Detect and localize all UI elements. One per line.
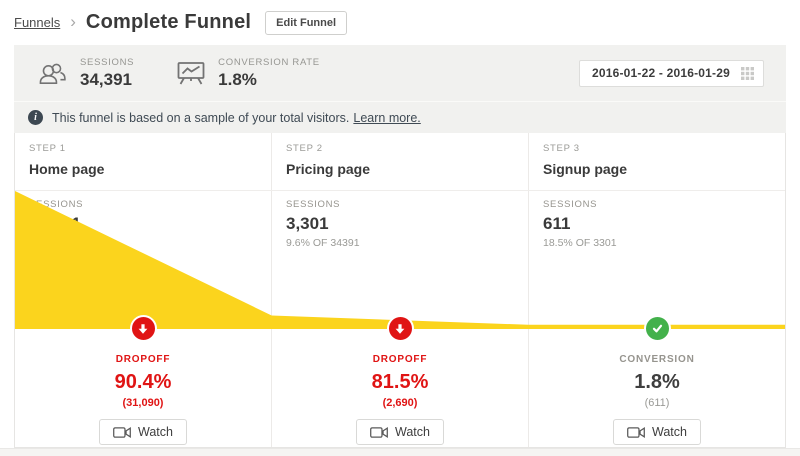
info-icon: i	[28, 110, 43, 125]
conversion-check-icon	[643, 315, 671, 342]
date-range-picker[interactable]: 2016-01-22 - 2016-01-29	[578, 59, 764, 87]
step-name: Pricing page	[286, 161, 371, 177]
outcome-count: (31,090)	[122, 397, 164, 409]
sessions-label: SESSIONS	[29, 199, 84, 210]
outcome-count: (611)	[644, 397, 670, 409]
outcome-count: (2,690)	[382, 397, 418, 409]
sessions-people-icon	[36, 60, 68, 86]
funnel-area-shape	[15, 191, 785, 329]
step-name: Signup page	[543, 161, 627, 177]
page-bottom-strip	[0, 448, 800, 456]
conversion-rate-value: 1.8%	[218, 69, 257, 89]
dropoff-arrow-icon	[129, 315, 157, 342]
outcome-cell-1: DROPOFF 90.4% (31,090) Watch	[15, 315, 271, 447]
funnel-chart: SESSIONS 34,391 SESSIONS 3,301 9.6% OF 3…	[15, 191, 785, 329]
watch-button[interactable]: Watch	[613, 419, 701, 445]
page-title: Complete Funnel	[85, 11, 252, 33]
outcome-label: DROPOFF	[372, 354, 428, 365]
video-camera-icon	[113, 426, 131, 438]
outcome-label: DROPOFF	[115, 354, 171, 365]
top-bar: Funnels › Complete Funnel Edit Funnel	[0, 0, 800, 45]
sessions-value: 611	[543, 214, 571, 233]
step-number-label: STEP 1	[29, 143, 66, 154]
sample-notice-bar: i This funnel is based on a sample of yo…	[14, 101, 786, 133]
sessions-block-3: SESSIONS 611 18.5% OF 3301	[528, 191, 785, 329]
calendar-icon	[740, 66, 755, 81]
watch-button-label: Watch	[652, 425, 687, 439]
outcome-percentage: 90.4%	[114, 371, 172, 393]
sessions-share: 18.5% OF 3301	[543, 237, 617, 249]
outcome-cell-3: CONVERSION 1.8% (611) Watch	[528, 315, 785, 447]
sample-notice-text: This funnel is based on a sample of your…	[52, 110, 350, 125]
video-camera-icon	[627, 426, 645, 438]
step-header-row: STEP 1 Home page STEP 2 Pricing page STE…	[15, 133, 785, 191]
step-header-2: STEP 2 Pricing page	[271, 133, 528, 190]
edit-funnel-button[interactable]: Edit Funnel	[265, 10, 348, 35]
watch-button-label: Watch	[138, 425, 173, 439]
learn-more-link[interactable]: Learn more.	[353, 110, 421, 125]
sessions-stat: SESSIONS 34,391	[36, 57, 134, 90]
step-number-label: STEP 2	[286, 143, 323, 154]
watch-button[interactable]: Watch	[99, 419, 187, 445]
conversion-chart-icon	[176, 60, 206, 86]
outcome-label: CONVERSION	[619, 354, 695, 365]
sessions-share: 9.6% OF 34391	[286, 237, 360, 249]
sessions-value: 34,391	[80, 69, 132, 89]
outcome-row: DROPOFF 90.4% (31,090) Watch DROPOFF 81.…	[15, 315, 785, 447]
funnel-panel: STEP 1 Home page STEP 2 Pricing page STE…	[14, 133, 786, 448]
step-name: Home page	[29, 161, 105, 177]
outcome-cell-2: DROPOFF 81.5% (2,690) Watch	[271, 315, 528, 447]
step-header-1: STEP 1 Home page	[15, 133, 271, 190]
sessions-block-2: SESSIONS 3,301 9.6% OF 34391	[271, 191, 528, 329]
sessions-label: SESSIONS	[286, 199, 341, 210]
video-camera-icon	[370, 426, 388, 438]
chevron-right-icon: ›	[70, 11, 76, 31]
sessions-label: SESSIONS	[543, 199, 598, 210]
breadcrumb-funnels-link[interactable]: Funnels	[14, 15, 61, 30]
dropoff-arrow-icon	[386, 315, 414, 342]
sessions-value: 3,301	[286, 214, 329, 233]
step-header-3: STEP 3 Signup page	[528, 133, 785, 190]
step-number-label: STEP 3	[543, 143, 580, 154]
conversion-rate-label: CONVERSION RATE	[218, 56, 320, 68]
conversion-rate-stat: CONVERSION RATE 1.8%	[176, 57, 320, 90]
watch-button-label: Watch	[395, 425, 430, 439]
sessions-label: SESSIONS	[80, 56, 135, 68]
outcome-percentage: 81.5%	[371, 371, 429, 393]
date-range-value: 2016-01-22 - 2016-01-29	[591, 66, 730, 80]
watch-button[interactable]: Watch	[356, 419, 444, 445]
stats-bar: SESSIONS 34,391 CONVERSION RATE 1.8% 201…	[14, 45, 786, 101]
outcome-percentage: 1.8%	[634, 371, 680, 393]
